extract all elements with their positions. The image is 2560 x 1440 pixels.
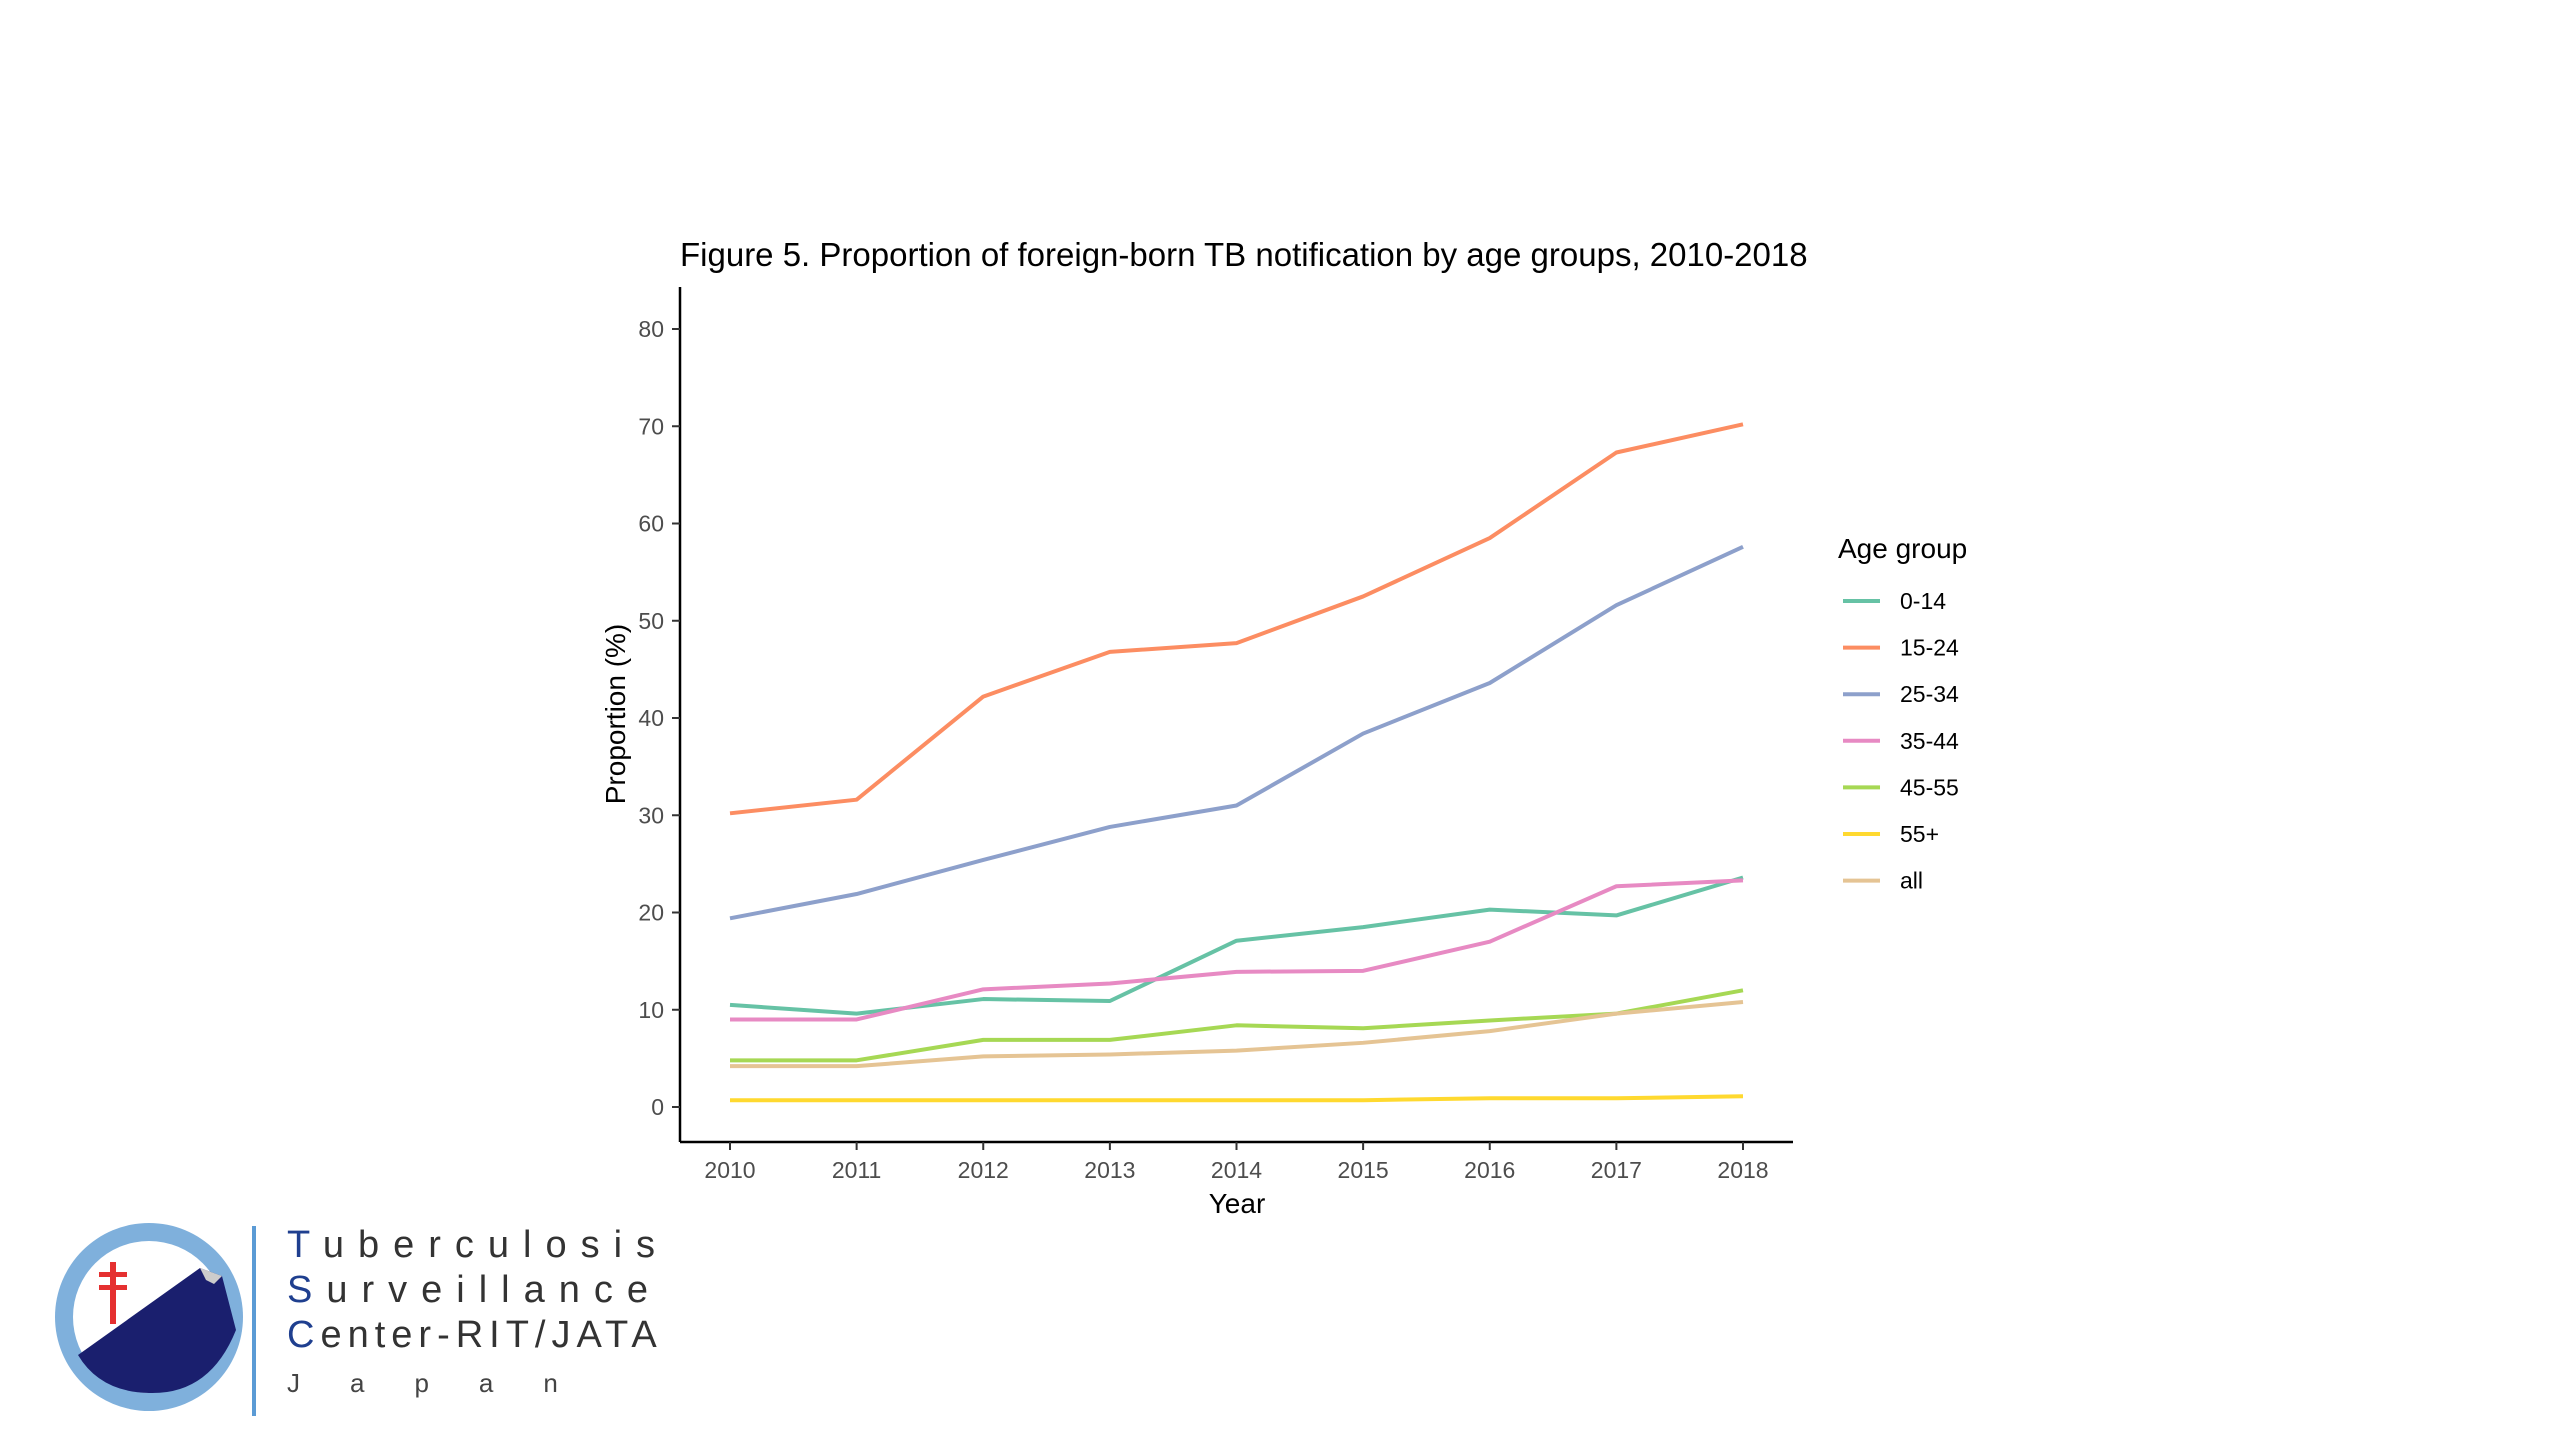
series-line-all [730,999,1744,1069]
series-line-25-34 [729,545,1744,921]
x-tick-label: 2013 [1084,1157,1135,1183]
y-tick-label: 70 [638,413,664,439]
logo-cap-s: S [287,1269,327,1311]
logo-cap-t: T [287,1224,323,1266]
y-tick-label: 50 [638,608,664,634]
y-tick-label: 0 [651,1094,664,1120]
logo-seal [55,1223,243,1411]
y-axis-title: Proportion (%) [600,624,631,805]
y-tick-label: 30 [638,802,664,828]
x-tick-label: 2010 [704,1157,755,1183]
x-tick-label: 2011 [832,1157,881,1183]
x-tick-label: 2017 [1591,1157,1642,1183]
legend-label: 0-14 [1900,588,1946,614]
y-tick-label: 10 [638,997,664,1023]
legend-label: 15-24 [1900,635,1959,661]
legend-label: 35-44 [1900,728,1959,754]
y-tick-label: 80 [638,316,664,342]
series-lines [729,422,1744,1103]
legend-label: 45-55 [1900,774,1959,800]
chart-title: Figure 5. Proportion of foreign-born TB … [680,236,1808,273]
x-tick-label: 2016 [1464,1157,1515,1183]
logo-line-3: Center-RIT/JATA [287,1316,663,1354]
legend-label: 25-34 [1900,681,1959,707]
series-line-35-44 [730,878,1744,1022]
x-tick-label: 2018 [1717,1157,1768,1183]
logo-line-2: Surveillance [287,1271,662,1309]
x-tick-label: 2015 [1338,1157,1389,1183]
axes: 0 10 20 30 40 50 60 70 80 2010 2011 2012 2013 2014 201… [638,287,1793,1183]
legend-label: 55+ [1900,821,1939,847]
legend-label: all [1900,868,1923,894]
y-tick-label: 40 [638,705,664,731]
series-line-45-55 [730,988,1744,1063]
legend: Age group 0-14 15-24 25-34 35-44 45-55 55+ all [1838,533,1967,894]
logo-text-surveillance: urveillance [326,1269,663,1311]
logo-line-1: Tuberculosis [287,1226,669,1264]
logo-line-4: Japan [287,1368,608,1398]
logo-text-center: enter-RIT/JATA [320,1314,663,1356]
x-tick-label: 2012 [958,1157,1009,1183]
y-tick-label: 60 [638,511,664,537]
x-axis-title: Year [1209,1188,1266,1219]
logo-divider [252,1226,256,1416]
x-tick-label: 2014 [1211,1157,1262,1183]
series-line-15-24 [729,422,1744,816]
series-line-55+ [730,1094,1744,1103]
logo-text-tuberculosis: uberculosis [322,1224,670,1266]
y-tick-label: 20 [638,900,664,926]
legend-title: Age group [1838,533,1967,564]
logo-cap-c: C [287,1314,321,1356]
